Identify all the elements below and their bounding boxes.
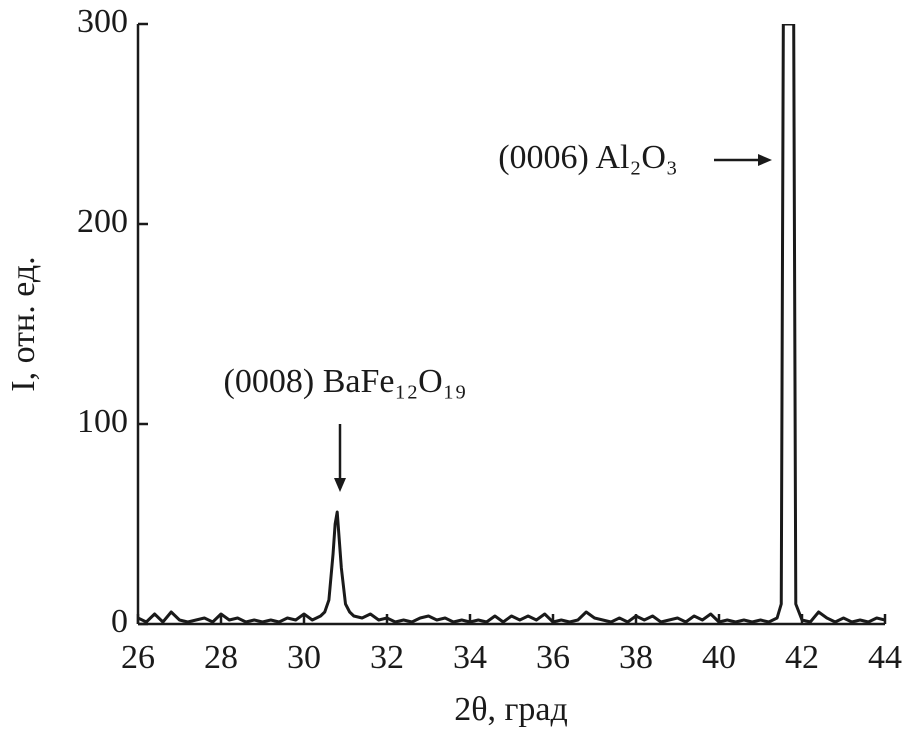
x-tick-label: 36 (536, 639, 570, 676)
y-axis-label: I, отн. ед. (5, 256, 42, 391)
annotation: (0006) Al₂O₃ (498, 139, 678, 176)
arrow-head (334, 478, 346, 492)
data-line (138, 24, 885, 624)
x-tick-label: 32 (370, 639, 404, 676)
annotation: (0008) BaFe₁₂O₁₉ (224, 363, 467, 400)
x-tick-label: 38 (619, 639, 653, 676)
y-tick-label: 200 (77, 203, 128, 240)
y-tick-label: 100 (77, 403, 128, 440)
y-tick-label: 300 (77, 3, 128, 40)
x-tick-label: 42 (785, 639, 819, 676)
x-tick-label: 34 (453, 639, 487, 676)
x-tick-label: 28 (204, 639, 238, 676)
y-tick-label: 0 (111, 603, 128, 640)
arrow-head (758, 154, 772, 166)
x-tick-label: 44 (868, 639, 902, 676)
x-axis-label: 2θ, град (454, 691, 568, 728)
x-tick-label: 30 (287, 639, 321, 676)
x-tick-label: 40 (702, 639, 736, 676)
x-tick-label: 26 (121, 639, 155, 676)
